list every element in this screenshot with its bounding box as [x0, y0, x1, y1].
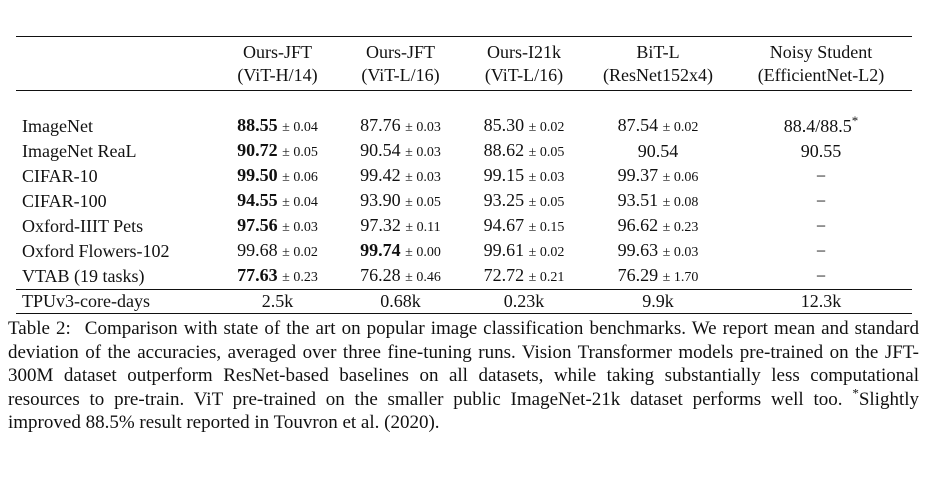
value-cell: −	[815, 166, 827, 186]
dataset-label: CIFAR-10	[22, 166, 98, 186]
value-cell: −	[815, 191, 827, 211]
value-cell: 99.74 ± 0.00	[360, 240, 441, 260]
value-cell: 99.15 ± 0.03	[483, 165, 565, 185]
table-row: Oxford Flowers-102 99.68 ± 0.02 99.74 ± …	[16, 239, 912, 264]
header-noisy-student: Noisy Student (EfficientNet-L2)	[757, 41, 885, 85]
header-divider	[16, 90, 912, 115]
value-cell: 99.42 ± 0.03	[360, 165, 441, 185]
value-cell: 88.4/88.5*	[783, 113, 859, 136]
value-cell: 93.90 ± 0.05	[360, 190, 441, 210]
dataset-label: Oxford Flowers-102	[22, 241, 170, 261]
value-cell: 87.76 ± 0.03	[360, 115, 441, 135]
dataset-label: CIFAR-100	[22, 191, 107, 211]
footnote-mark: *	[852, 385, 859, 401]
summary-value: 0.23k	[462, 289, 586, 314]
value-cell: 99.68 ± 0.02	[237, 240, 318, 260]
caption-footnote-text: Slightly improved 88.5% result reported …	[8, 388, 920, 434]
value-cell: −	[815, 241, 827, 261]
table-row: VTAB (19 tasks) 77.63 ± 0.23 76.28 ± 0.4…	[16, 264, 912, 290]
caption-text: Comparison with state of the art on popu…	[8, 318, 920, 410]
value-cell: −	[815, 216, 827, 236]
header-ours-jft-h14: Ours-JFT (ViT-H/14)	[237, 41, 318, 85]
value-cell: 77.63 ± 0.23	[237, 265, 318, 285]
summary-value: 0.68k	[339, 289, 462, 314]
value-cell: 90.72 ± 0.05	[237, 140, 318, 160]
value-cell: 72.72 ± 0.21	[483, 265, 565, 285]
summary-value: 12.3k	[730, 289, 912, 314]
dataset-label: VTAB (19 tasks)	[22, 266, 145, 286]
value-cell: 85.30 ± 0.02	[483, 115, 565, 135]
summary-value: 9.9k	[586, 289, 730, 314]
table-row: Oxford-IIIT Pets 97.56 ± 0.03 97.32 ± 0.…	[16, 214, 912, 239]
table-row: ImageNet 88.55 ± 0.04 87.76 ± 0.03 85.30…	[16, 114, 912, 139]
value-cell: 94.67 ± 0.15	[483, 215, 565, 235]
value-cell: 93.25 ± 0.05	[483, 190, 565, 210]
summary-row: TPUv3-core-days 2.5k 0.68k 0.23k 9.9k 12…	[16, 289, 912, 314]
table-row: CIFAR-100 94.55 ± 0.04 93.90 ± 0.05 93.2…	[16, 189, 912, 214]
table-row: ImageNet ReaL 90.72 ± 0.05 90.54 ± 0.03 …	[16, 139, 912, 164]
caption-label: Table 2:	[8, 318, 71, 339]
table-header-row: Ours-JFT (ViT-H/14) Ours-JFT (ViT-L/16) Ou…	[16, 36, 912, 91]
value-cell: 99.37 ± 0.06	[617, 165, 699, 185]
dataset-label: ImageNet	[22, 116, 93, 136]
value-cell: 87.54 ± 0.02	[617, 115, 699, 135]
header-empty	[16, 37, 216, 91]
value-cell: −	[815, 266, 827, 286]
value-cell: 96.62 ± 0.23	[617, 215, 699, 235]
value-cell: 93.51 ± 0.08	[617, 190, 699, 210]
value-cell: 90.54	[637, 141, 679, 161]
value-cell: 94.55 ± 0.04	[237, 190, 318, 210]
value-cell: 88.62 ± 0.05	[483, 140, 565, 160]
value-cell: 90.54 ± 0.03	[360, 140, 441, 160]
value-cell: 88.55 ± 0.04	[237, 115, 318, 135]
value-cell: 76.28 ± 0.46	[360, 265, 441, 285]
value-cell: 76.29 ± 1.70	[617, 265, 699, 285]
header-bit-l: BiT-L (ResNet152x4)	[603, 41, 713, 85]
value-cell: 97.56 ± 0.03	[237, 215, 318, 235]
summary-label: TPUv3-core-days	[16, 289, 216, 314]
value-cell: 90.55	[800, 141, 842, 161]
header-ours-jft-l16: Ours-JFT (ViT-L/16)	[361, 41, 440, 85]
dataset-label: Oxford-IIIT Pets	[22, 216, 144, 236]
table-row: CIFAR-10 99.50 ± 0.06 99.42 ± 0.03 99.15…	[16, 164, 912, 189]
dataset-label: ImageNet ReaL	[22, 141, 137, 161]
results-table: Ours-JFT (ViT-H/14) Ours-JFT (ViT-L/16) Ou…	[16, 36, 912, 314]
value-cell: 97.32 ± 0.11	[360, 215, 441, 235]
header-ours-i21k-l16: Ours-I21k (ViT-L/16)	[484, 41, 564, 85]
table-caption: Table 2: Comparison with state of the ar…	[8, 317, 919, 435]
value-cell: 99.63 ± 0.03	[617, 240, 699, 260]
summary-value: 2.5k	[216, 289, 339, 314]
value-cell: 99.61 ± 0.02	[483, 240, 565, 260]
value-cell: 99.50 ± 0.06	[237, 165, 318, 185]
